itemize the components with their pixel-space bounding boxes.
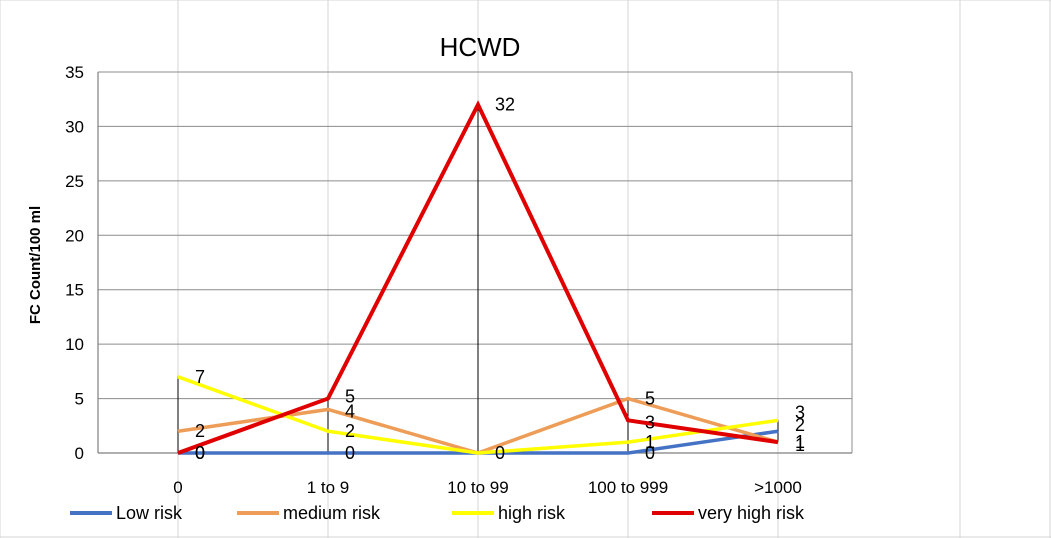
y-tick-label: 10 [65,335,84,354]
series-line [177,100,779,455]
y-tick-label: 20 [65,226,84,245]
legend: Low risk medium risk high risk very high ri… [70,503,805,523]
data-label: 1 [645,432,655,452]
y-tick-label: 35 [65,63,84,82]
drop-lines [177,104,779,453]
y-tick-labels: 0 5 10 15 20 25 30 35 [65,63,84,463]
series-line [177,375,779,455]
x-tick-label: 0 [173,478,182,497]
legend-label: high risk [498,503,566,523]
x-tick-label: 10 to 99 [447,478,508,497]
data-label: 0 [345,443,355,463]
x-tick-label: 100 to 999 [588,478,668,497]
data-label: 32 [495,95,515,115]
series-lines [177,100,779,455]
data-label: 5 [345,387,355,407]
data-label: 2 [345,421,355,441]
y-tick-label: 25 [65,172,84,191]
data-label: 0 [195,443,205,463]
x-tick-labels: 0 1 to 9 10 to 99 100 to 999 >1000 [173,478,802,497]
y-tick-label: 15 [65,281,84,300]
legend-label: very high risk [698,503,805,523]
data-label: 3 [795,402,805,422]
data-label: 0 [645,443,655,463]
data-label: 3 [645,412,655,432]
x-tick-label: >1000 [754,478,802,497]
data-label: 5 [645,389,655,409]
y-tick-label: 0 [75,444,84,463]
x-tick-label: 1 to 9 [307,478,350,497]
y-tick-label: 30 [65,117,84,136]
y-axis-label: FC Count/100 ml [27,206,44,324]
data-label: 0 [495,443,505,463]
data-label: 7 [195,367,205,387]
data-label: 2 [795,415,805,435]
legend-label: medium risk [283,503,381,523]
data-label: 4 [345,401,355,421]
legend-label: Low risk [116,503,183,523]
data-label: 1 [795,432,805,452]
data-label: 1 [795,435,805,455]
data-label: 0 [195,443,205,463]
chart-title: HCWD [440,32,521,62]
data-label: 2 [195,421,205,441]
y-tick-label: 5 [75,390,84,409]
plot-gridlines [97,71,853,454]
